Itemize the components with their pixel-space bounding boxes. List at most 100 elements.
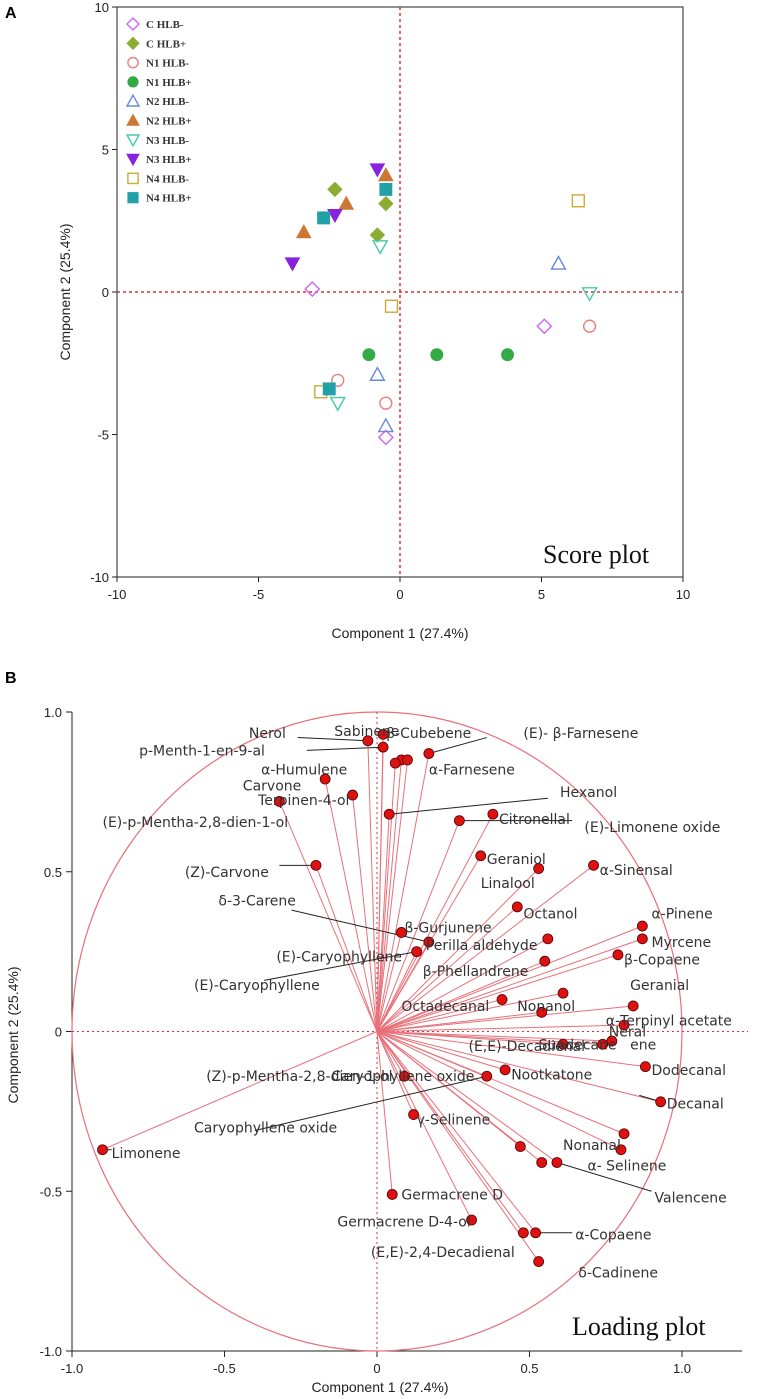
loading-label-perilla-aldehyde: Perilla aldehyde bbox=[426, 938, 538, 954]
loading-point-octanol bbox=[511, 901, 523, 913]
loading-point-farnesene bbox=[402, 754, 413, 766]
loading-point-selinene bbox=[615, 1144, 627, 1156]
score-xtick-label: 10 bbox=[676, 587, 690, 602]
loading-label-valencene: Valencene bbox=[655, 1191, 727, 1207]
loading-point-geraniol bbox=[475, 850, 487, 862]
loading-label-citronellal: Citronellal bbox=[499, 812, 570, 828]
score-point-n3-hlb bbox=[329, 396, 346, 412]
loading-label-phellandrene: β-Phellandrene bbox=[423, 964, 529, 980]
legend-label-n4-hlb: N4 HLB+ bbox=[146, 193, 192, 205]
loading-label-nonanol: Nonanol bbox=[517, 999, 575, 1015]
score-point-n1-hlb bbox=[379, 396, 393, 410]
loading-point-octadecanal bbox=[496, 994, 508, 1005]
loading-label-terpinen-4-ol: Terpinen-4-ol bbox=[257, 793, 349, 809]
loading-point-nootkatone bbox=[499, 1064, 511, 1076]
loading-label-selinene: γ-Selinene bbox=[417, 1112, 491, 1128]
loading-point-e-caryophyllene bbox=[411, 946, 423, 958]
score-plot: -10 -5 0 5 10 10 5 0 -5 -10 C HLB- C HLB+ N1 HLB- N1… bbox=[57, 0, 690, 641]
loading-vector-terpinen-4-ol bbox=[352, 795, 378, 1032]
legend-label-c-hlb: C HLB+ bbox=[146, 38, 186, 50]
score-xtick-label: -5 bbox=[253, 587, 265, 602]
score-point-n1-hlb bbox=[430, 348, 444, 362]
legend-marker-c-hlb bbox=[126, 17, 140, 31]
score-plot-xlabel: Component 1 (27.4%) bbox=[332, 625, 469, 641]
loading-vector-decanal bbox=[376, 1031, 661, 1103]
loading-plot-ylabel: Component 2 (25.4%) bbox=[5, 967, 21, 1104]
loading-vector-humulene bbox=[376, 763, 396, 1032]
label-connector bbox=[254, 1075, 487, 1132]
loading-xtick-label: 1.0 bbox=[673, 1361, 691, 1376]
label-connector bbox=[306, 746, 384, 751]
panel-a-label: A bbox=[5, 5, 17, 22]
loading-label-germacrene-d-4-ol: Germacrene D-4-ol bbox=[337, 1215, 470, 1231]
score-point-n3-hlb bbox=[372, 240, 389, 255]
score-ytick-label: 5 bbox=[102, 143, 109, 158]
loading-label-z-p-mentha-2-8-dien-1-ol: (Z)-p-Mentha-2,8-dien-1-ol bbox=[206, 1069, 392, 1085]
loading-point-nonanal bbox=[618, 1128, 630, 1140]
loading-point-e-e-decadienal bbox=[536, 1006, 548, 1018]
loading-point-caryophyllene-oxide bbox=[481, 1070, 493, 1082]
legend-marker-n4-hlb bbox=[127, 192, 139, 204]
loading-plot-ticks: -1.0 -0.5 0 0.5 1.0 1.0 0.5 0 -0.5 -1.0 bbox=[40, 705, 691, 1376]
legend-marker-n2-hlb bbox=[125, 93, 141, 107]
score-point-n4-hlb bbox=[379, 182, 393, 196]
score-point-n3-hlb bbox=[284, 257, 301, 272]
score-point-n1-hlb bbox=[582, 319, 597, 333]
loading-vector-nonanol bbox=[376, 992, 564, 1032]
loading-vector-z-carvone bbox=[315, 865, 378, 1032]
loading-vector-copaene bbox=[376, 1031, 536, 1234]
score-plot-guides bbox=[117, 7, 683, 577]
score-point-n3-hlb bbox=[581, 287, 598, 302]
loading-point-myrcene bbox=[636, 933, 648, 945]
loading-label-e-farnesene: (E)- β-Farnesene bbox=[523, 726, 638, 742]
loading-label-terpinyl-acetate: α-Terpinyl acetate bbox=[606, 1013, 732, 1029]
loading-label-gurjunene: β-Gurjunene bbox=[404, 921, 491, 937]
loading-ytick-label: 0.5 bbox=[44, 865, 62, 880]
score-ytick-label: 10 bbox=[95, 0, 109, 15]
score-point-n2-hlb bbox=[550, 255, 567, 270]
loading-point-cadinene bbox=[533, 1256, 545, 1267]
score-point-n4-hlb bbox=[322, 382, 336, 396]
loading-vector-cadinene bbox=[376, 1031, 540, 1262]
score-xtick-label: 0 bbox=[396, 587, 403, 602]
loading-label-nootkatone: Nootkatone bbox=[511, 1068, 592, 1084]
loading-vector-nootkatone bbox=[376, 1031, 506, 1071]
legend-marker-n1-hlb bbox=[127, 76, 139, 88]
loading-vector-z-p-mentha-2-8-dien-1-ol bbox=[376, 1031, 405, 1077]
loading-label-e-p-mentha-2-8-dien-1-ol: (E)-p-Mentha-2,8-dien-1-ol bbox=[103, 815, 289, 831]
loading-label-geraniol: Geraniol bbox=[487, 852, 546, 868]
loading-vector-limonene bbox=[102, 1031, 378, 1151]
loading-label-selinene: α- Selinene bbox=[587, 1159, 666, 1175]
loading-point-terpinen-4-ol bbox=[347, 789, 359, 801]
loading-point-sabinene bbox=[377, 728, 389, 740]
score-ytick-label: -5 bbox=[97, 428, 109, 443]
legend-label-n2-hlb: N2 HLB- bbox=[146, 96, 189, 108]
loading-point-linalool bbox=[533, 863, 545, 874]
loading-label-humulene: α-Humulene bbox=[261, 763, 347, 779]
score-point-n2-hlb bbox=[295, 224, 312, 239]
score-point-n1-hlb bbox=[362, 348, 376, 362]
legend-marker-n3-hlb bbox=[125, 134, 141, 148]
loading-plot-title: Loading plot bbox=[572, 1312, 706, 1341]
loading-label-ene: ene bbox=[630, 1037, 656, 1053]
loading-point-cad bbox=[536, 1157, 548, 1168]
loading-point-germacrene-d bbox=[386, 1189, 398, 1200]
loading-label-cubebene: β-Cubebene bbox=[386, 726, 471, 742]
score-point-n1-hlb bbox=[501, 348, 514, 362]
loading-point-nerol bbox=[362, 735, 374, 747]
loading-vector-neral bbox=[376, 1031, 612, 1042]
legend-label-n3-hlb: N3 HLB- bbox=[146, 135, 189, 147]
loading-point-copaene bbox=[530, 1227, 541, 1239]
loading-plot-xlabel: Component 1 (27.4%) bbox=[312, 1379, 449, 1395]
loading-vector-geranial bbox=[376, 1005, 634, 1032]
loading-label-e-caryophyllene: (E)-Caryophyllene bbox=[276, 949, 402, 965]
loading-vector-p-menth-1-en-9-al bbox=[376, 747, 384, 1032]
loading-vector-octadecanal bbox=[376, 999, 503, 1032]
loading-vector-e-farnesene bbox=[376, 753, 430, 1032]
loading-vector-gurjunene bbox=[376, 932, 402, 1032]
loading-ytick-label: 1.0 bbox=[44, 705, 62, 720]
loading-point-limonene bbox=[97, 1144, 108, 1156]
loading-label-nerol: Nerol bbox=[249, 726, 286, 742]
loading-vector-e-e-2-4-decadienal bbox=[376, 1031, 524, 1234]
